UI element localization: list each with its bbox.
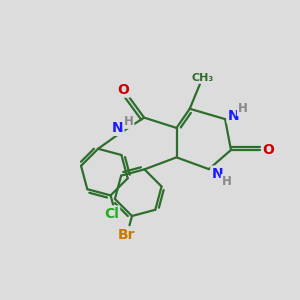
Text: N: N xyxy=(112,121,123,135)
Text: O: O xyxy=(118,82,129,97)
Text: N: N xyxy=(211,167,223,181)
Text: H: H xyxy=(222,175,232,188)
Text: H: H xyxy=(124,115,134,128)
Text: N: N xyxy=(227,109,239,122)
Text: Cl: Cl xyxy=(104,207,119,220)
Text: CH₃: CH₃ xyxy=(192,73,214,83)
Text: Br: Br xyxy=(118,228,135,242)
Text: H: H xyxy=(238,102,248,115)
Text: O: O xyxy=(263,143,274,157)
